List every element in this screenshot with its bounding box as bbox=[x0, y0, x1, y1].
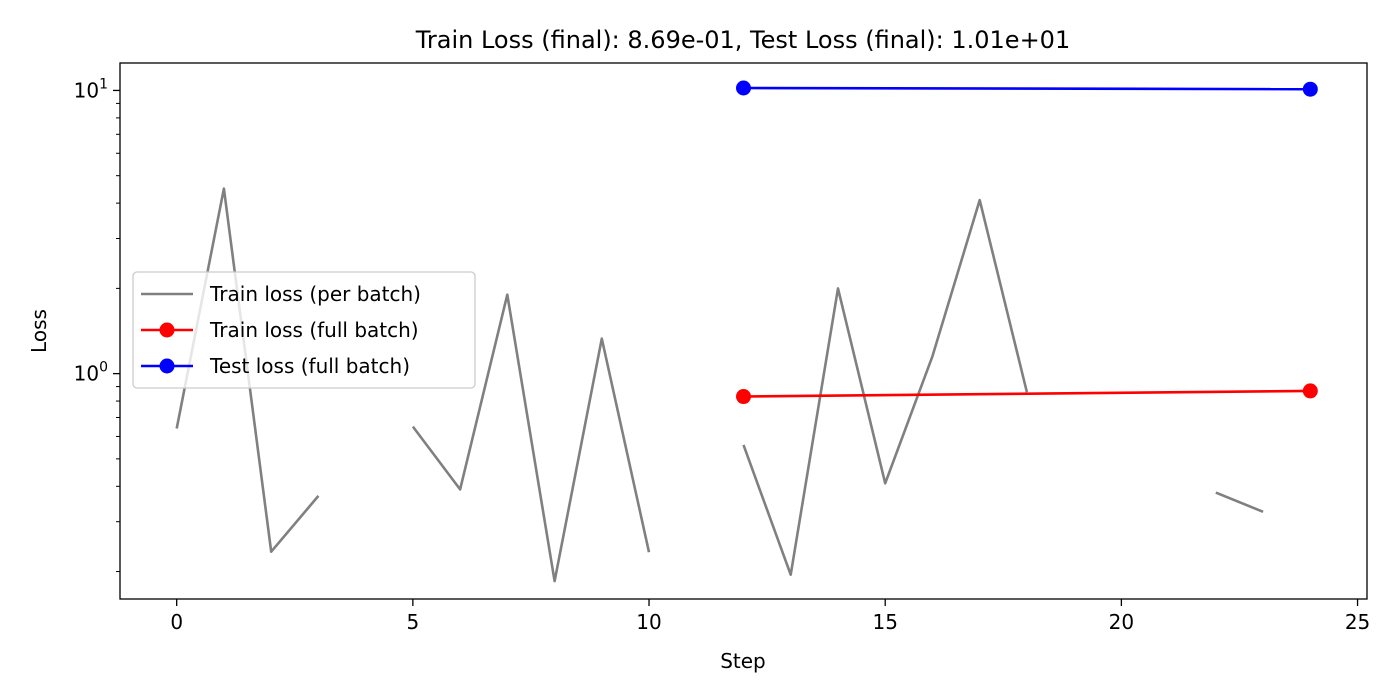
x-axis-label: Step bbox=[720, 649, 766, 673]
train-loss-per-batch-line bbox=[742, 198, 1029, 577]
test-loss-full-batch-line bbox=[743, 86, 1311, 91]
y-axis-label: Loss bbox=[27, 309, 51, 353]
x-tick-label: 10 bbox=[636, 610, 661, 634]
y-tick-label: 100 bbox=[74, 360, 108, 386]
train-loss-per-batch-line bbox=[411, 293, 651, 583]
legend-marker-train-loss-full-batch bbox=[159, 322, 175, 338]
plot-frame bbox=[119, 62, 1368, 600]
train-loss-full-batch-line bbox=[743, 389, 1311, 398]
test-loss-full-batch-point bbox=[1302, 81, 1318, 97]
x-tick-label: 15 bbox=[872, 610, 897, 634]
x-tick-label: 20 bbox=[1109, 610, 1134, 634]
plot-markers bbox=[736, 80, 1318, 405]
axis-ticks: 0 5 10 15 20 25 100 101 bbox=[74, 76, 1371, 634]
x-tick-label: 0 bbox=[170, 610, 183, 634]
y-minor-ticks bbox=[116, 102, 120, 573]
legend-label-train-loss-full-batch: Train loss (full batch) bbox=[209, 318, 419, 342]
test-loss-full-batch-point bbox=[736, 80, 751, 96]
train-loss-full-batch-point bbox=[736, 389, 751, 405]
legend-label-test-loss-full-batch: Test loss (full batch) bbox=[209, 354, 410, 378]
train-loss-full-batch-point bbox=[1302, 383, 1318, 399]
legend: Train loss (per batch) Train loss (full b… bbox=[132, 271, 476, 389]
chart-title: Train Loss (final): 8.69e-01, Test Loss … bbox=[415, 26, 1070, 54]
x-tick-label: 25 bbox=[1345, 610, 1370, 634]
y-tick-label: 101 bbox=[74, 76, 108, 102]
train-loss-per-batch-line bbox=[1215, 491, 1264, 514]
legend-label-train-loss-per-batch: Train loss (per batch) bbox=[209, 282, 421, 306]
x-tick-label: 5 bbox=[406, 610, 419, 634]
legend-marker-test-loss-full-batch bbox=[159, 358, 175, 374]
legend-box bbox=[132, 271, 476, 389]
